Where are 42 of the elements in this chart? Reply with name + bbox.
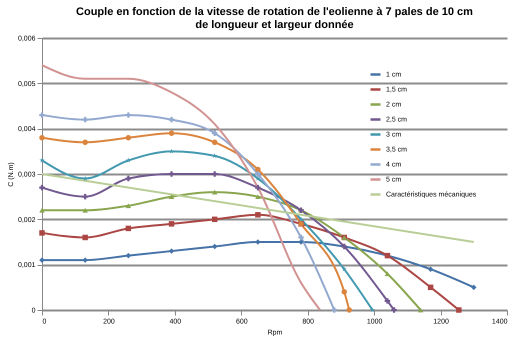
point bbox=[428, 284, 434, 290]
point bbox=[212, 130, 218, 136]
point bbox=[471, 284, 477, 290]
point bbox=[168, 116, 174, 122]
chart-title: Couple en fonction de la vitesse de rotation de l'eolienne à 7 pales de 10 cm de longueur et largeur donnée bbox=[76, 6, 474, 31]
point bbox=[255, 184, 261, 190]
point bbox=[126, 226, 132, 232]
point bbox=[82, 208, 88, 213]
point bbox=[298, 216, 304, 222]
point bbox=[168, 221, 174, 227]
point bbox=[255, 194, 261, 200]
point bbox=[82, 116, 88, 122]
point bbox=[342, 289, 347, 295]
point bbox=[39, 135, 45, 140]
point bbox=[126, 135, 132, 140]
point bbox=[428, 266, 434, 272]
point bbox=[39, 158, 45, 163]
point bbox=[212, 171, 218, 177]
point bbox=[126, 176, 132, 182]
point bbox=[346, 307, 352, 313]
point bbox=[126, 112, 132, 118]
point bbox=[82, 140, 88, 145]
point bbox=[39, 230, 45, 236]
point bbox=[255, 166, 261, 172]
point bbox=[39, 208, 45, 213]
point bbox=[168, 194, 174, 200]
point bbox=[332, 307, 338, 313]
point bbox=[212, 140, 218, 145]
point bbox=[418, 308, 424, 312]
point bbox=[212, 190, 218, 195]
point bbox=[342, 266, 347, 272]
point bbox=[298, 234, 304, 240]
point bbox=[168, 130, 174, 136]
point bbox=[126, 203, 132, 208]
point bbox=[255, 212, 261, 218]
point bbox=[456, 307, 462, 313]
line-series bbox=[41, 64, 322, 311]
point bbox=[82, 194, 88, 200]
point bbox=[82, 234, 88, 240]
point bbox=[370, 307, 376, 312]
point bbox=[384, 298, 390, 304]
point bbox=[212, 216, 218, 222]
